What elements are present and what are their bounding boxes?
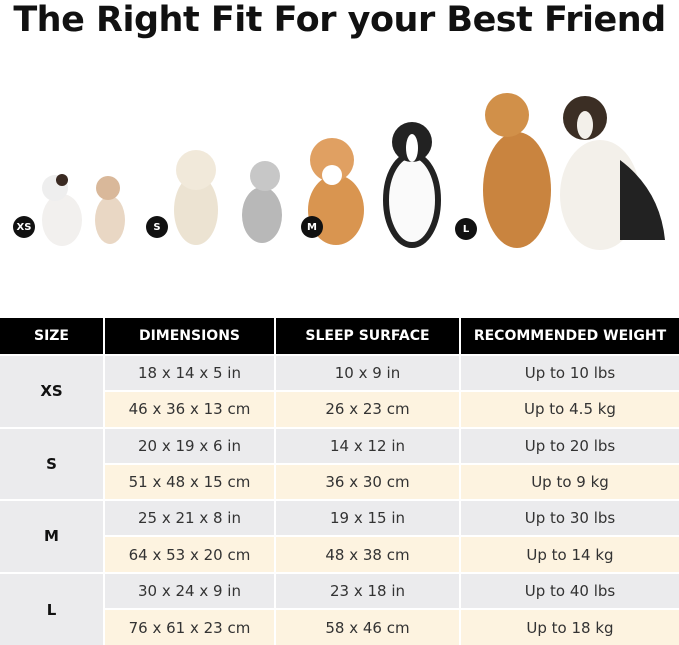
weight-cell: Up to 18 kg <box>459 608 679 645</box>
size-cell: S <box>0 426 104 501</box>
size-cell: L <box>0 571 104 645</box>
weight-cell: Up to 4.5 kg <box>459 390 679 428</box>
size-badge-l: L <box>455 218 477 240</box>
dimensions-cell: 64 x 53 x 20 cm <box>103 535 275 573</box>
sleep-surface-cell: 26 x 23 cm <box>274 390 460 428</box>
table-row: 51 x 48 x 15 cm 36 x 30 cm Up to 9 kg <box>0 462 679 501</box>
size-badge-m: M <box>301 216 323 238</box>
size-badge-xs: XS <box>13 216 35 238</box>
border-collie-image <box>383 152 441 248</box>
table-row: XS 18 x 14 x 5 in 10 x 9 in Up to 10 lbs <box>0 353 679 428</box>
sleep-surface-cell: 10 x 9 in <box>274 353 460 392</box>
dimensions-cell: 20 x 19 x 6 in <box>103 426 275 464</box>
dimensions-cell: 30 x 24 x 9 in <box>103 571 275 610</box>
size-chart-table: SIZE DIMENSIONS SLEEP SURFACE RECOMMENDE… <box>0 318 679 645</box>
weight-cell: Up to 30 lbs <box>459 499 679 537</box>
table-row: M 25 x 21 x 8 in 19 x 15 in Up to 30 lbs <box>0 499 679 573</box>
header-size: SIZE <box>0 318 104 355</box>
weight-cell: Up to 14 kg <box>459 535 679 573</box>
sleep-surface-cell: 23 x 18 in <box>274 571 460 610</box>
size-cell: M <box>0 499 104 573</box>
table-row: 46 x 36 x 13 cm 26 x 23 cm Up to 4.5 kg <box>0 390 679 428</box>
weight-cell: Up to 10 lbs <box>459 353 679 392</box>
kitten-image <box>42 194 82 246</box>
dimensions-cell: 18 x 14 x 5 in <box>103 353 275 392</box>
weight-cell: Up to 40 lbs <box>459 571 679 610</box>
size-cell: XS <box>0 354 104 428</box>
chihuahua-image <box>95 196 125 244</box>
sleep-surface-cell: 36 x 30 cm <box>274 462 460 501</box>
header-recommended-weight: RECOMMENDED WEIGHT <box>459 318 679 355</box>
golden-retriever-image <box>483 132 551 248</box>
page-title: The Right Fit For your Best Friend <box>13 0 666 40</box>
pets-image <box>42 93 665 250</box>
header-sleep-surface: SLEEP SURFACE <box>274 318 460 355</box>
header-dimensions: DIMENSIONS <box>103 318 275 355</box>
table-header-row: SIZE DIMENSIONS SLEEP SURFACE RECOMMENDE… <box>0 318 679 355</box>
weight-cell: Up to 20 lbs <box>459 426 679 464</box>
maltipoo-image <box>174 175 218 245</box>
weight-cell: Up to 9 kg <box>459 462 679 501</box>
table-row: L 30 x 24 x 9 in 23 x 18 in Up to 40 lbs <box>0 571 679 645</box>
table-row: 64 x 53 x 20 cm 48 x 38 cm Up to 14 kg <box>0 535 679 573</box>
size-badge-s: S <box>146 216 168 238</box>
sleep-surface-cell: 58 x 46 cm <box>274 608 460 645</box>
dimensions-cell: 51 x 48 x 15 cm <box>103 462 275 501</box>
table-row: S 20 x 19 x 6 in 14 x 12 in Up to 20 lbs <box>0 426 679 501</box>
sleep-surface-cell: 14 x 12 in <box>274 426 460 464</box>
dimensions-cell: 76 x 61 x 23 cm <box>103 608 275 645</box>
sleep-surface-cell: 48 x 38 cm <box>274 535 460 573</box>
dimensions-cell: 46 x 36 x 13 cm <box>103 390 275 428</box>
cat-image <box>242 187 282 243</box>
table-row: 76 x 61 x 23 cm 58 x 46 cm Up to 18 kg <box>0 608 679 645</box>
pets-illustration: XS S M L <box>0 80 679 260</box>
sleep-surface-cell: 19 x 15 in <box>274 499 460 537</box>
dimensions-cell: 25 x 21 x 8 in <box>103 499 275 537</box>
